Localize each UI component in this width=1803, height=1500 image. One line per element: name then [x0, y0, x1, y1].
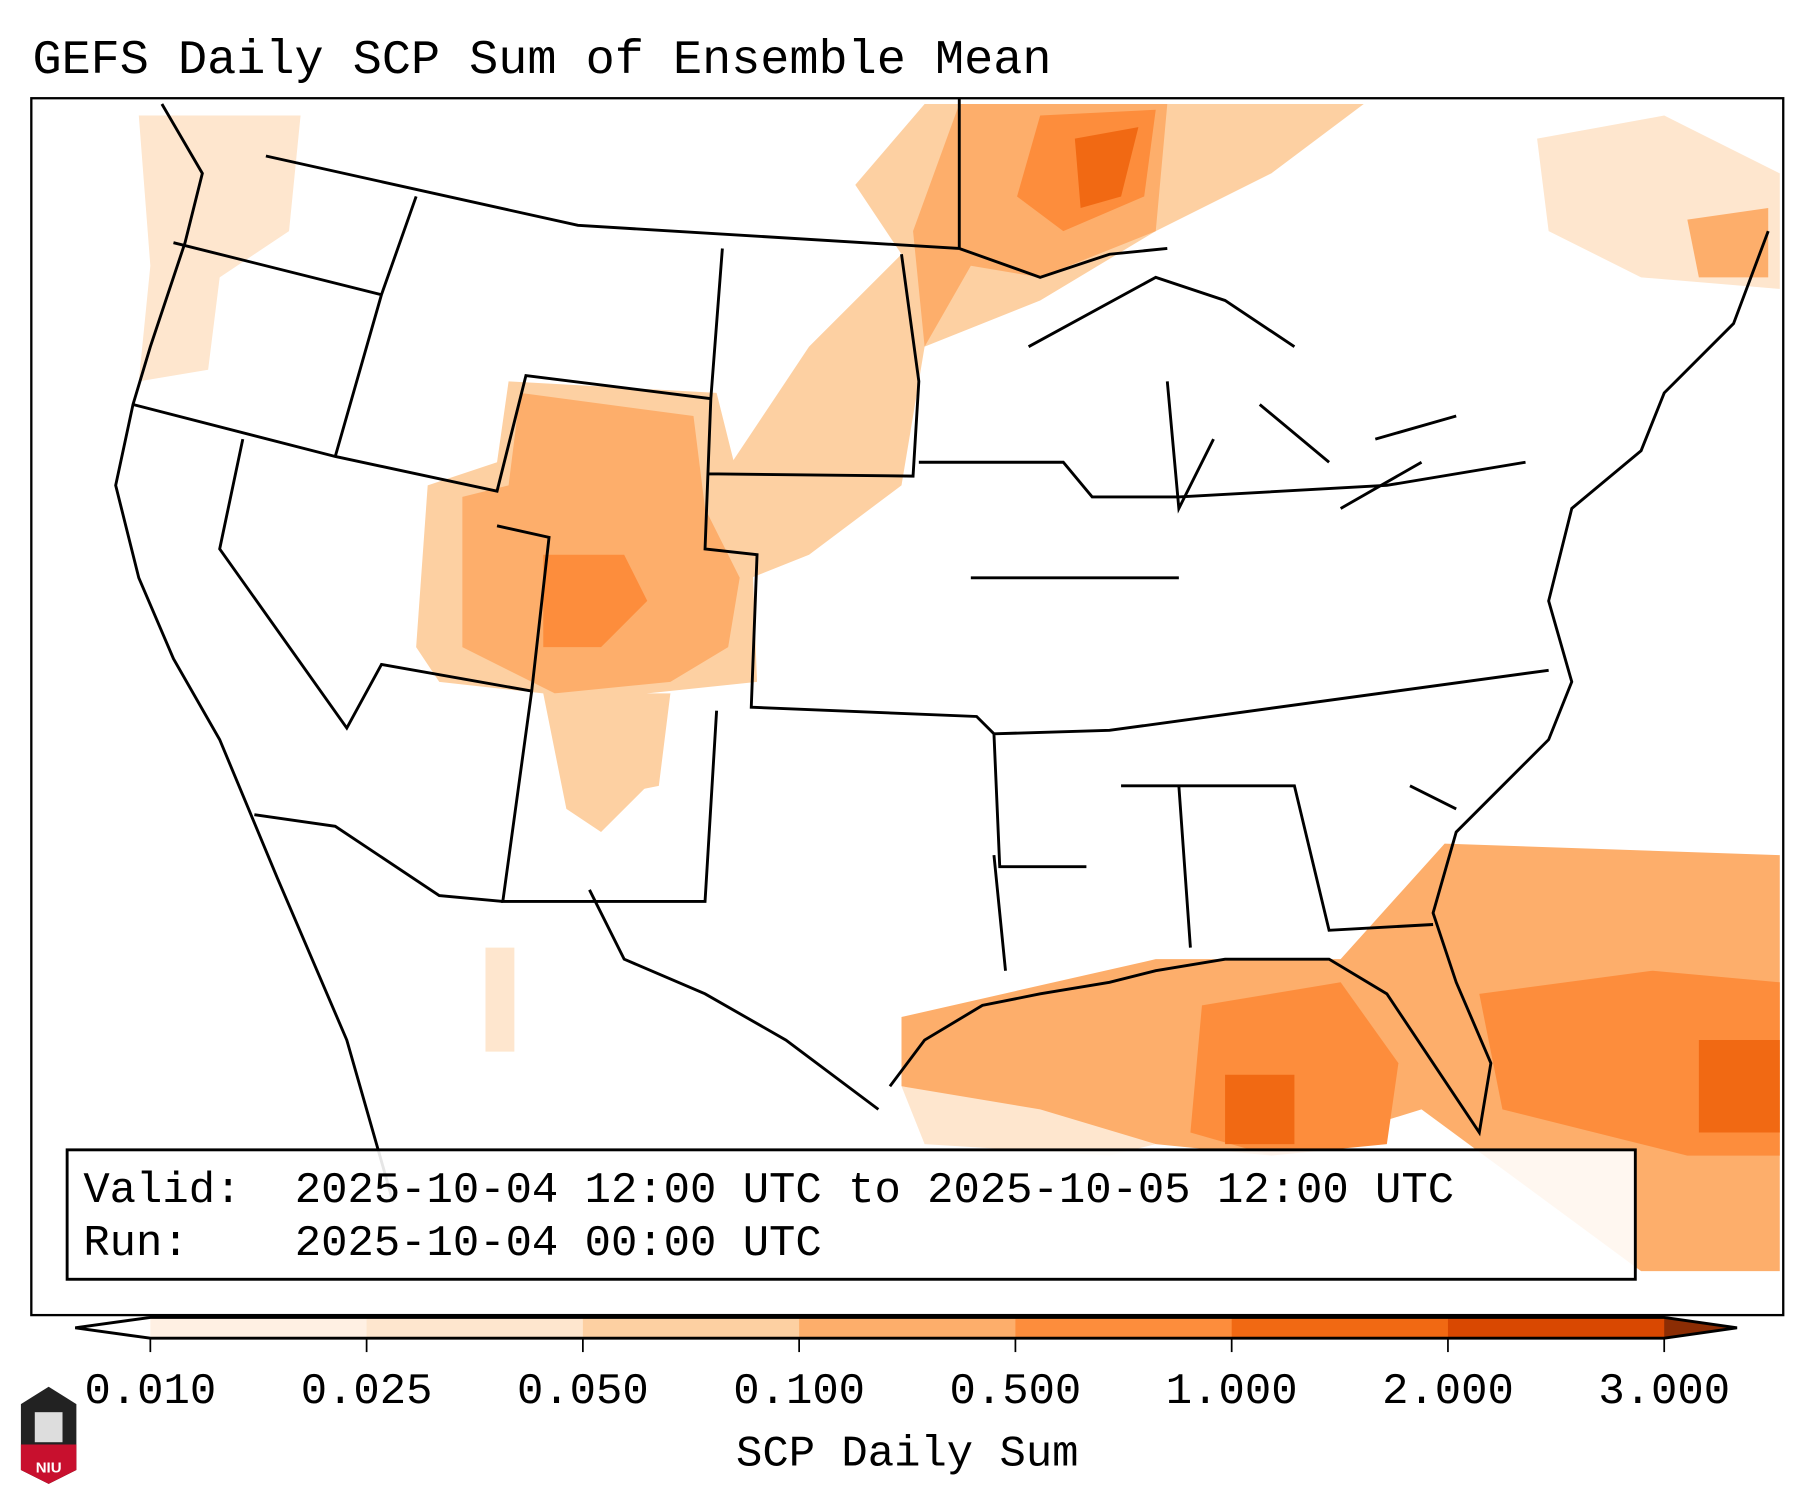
colorbar-segment	[799, 1317, 1016, 1339]
colorbar-segment	[1015, 1317, 1233, 1339]
canada-border	[265, 98, 1168, 279]
great-lakes	[1027, 275, 1457, 514]
chart-title: GEFS Daily SCP Sum of Ensemble Mean	[32, 33, 1051, 88]
logo-text: NIU	[36, 1459, 62, 1476]
run-time: 2025-10-04 00:00 UTC	[295, 1219, 822, 1269]
map-area	[31, 98, 1784, 1316]
niu-logo: NIU	[20, 1386, 77, 1484]
valid-time: 2025-10-04 12:00 UTC to 2025-10-05 12:00…	[295, 1166, 1454, 1216]
colorbar-tick-label: 2.000	[1382, 1367, 1514, 1417]
state-lines	[132, 195, 1549, 1111]
colorbar: 0.010 0.025 0.050 0.100 0.500 1.000 2.000 3.000	[75, 1315, 1738, 1417]
colorbar-tick-label: 0.100	[733, 1367, 865, 1417]
info-box: Valid: 2025-10-04 12:00 UTC to 2025-10-0…	[65, 1148, 1637, 1281]
gulf-coast	[888, 230, 1770, 1137]
map-frame	[30, 97, 1785, 1317]
map-borders	[114, 98, 1770, 1203]
colorbar-label: SCP Daily Sum	[736, 1429, 1079, 1479]
colorbar-extend-high	[1664, 1317, 1738, 1339]
colorbar-tick-label: 0.050	[517, 1367, 649, 1417]
valid-label: Valid:	[83, 1166, 241, 1216]
colorbar-tick-label: 1.000	[1166, 1367, 1298, 1417]
colorbar-tick-label: 0.025	[301, 1367, 433, 1417]
colorbar-tick-label: 0.500	[950, 1367, 1082, 1417]
colorbar-segment	[1231, 1317, 1449, 1339]
colorbar-segment	[1447, 1317, 1665, 1339]
colorbar-segment	[366, 1317, 584, 1339]
coastline	[114, 103, 395, 1203]
colorbar-extend-low	[75, 1317, 151, 1339]
colorbar-tick-label: 3.000	[1598, 1367, 1730, 1417]
colorbar-tick-label: 0.010	[84, 1367, 216, 1417]
mexico-border	[254, 813, 503, 903]
colorbar-segment	[150, 1317, 368, 1339]
run-label: Run:	[83, 1219, 188, 1269]
colorbar-segment	[582, 1317, 800, 1339]
